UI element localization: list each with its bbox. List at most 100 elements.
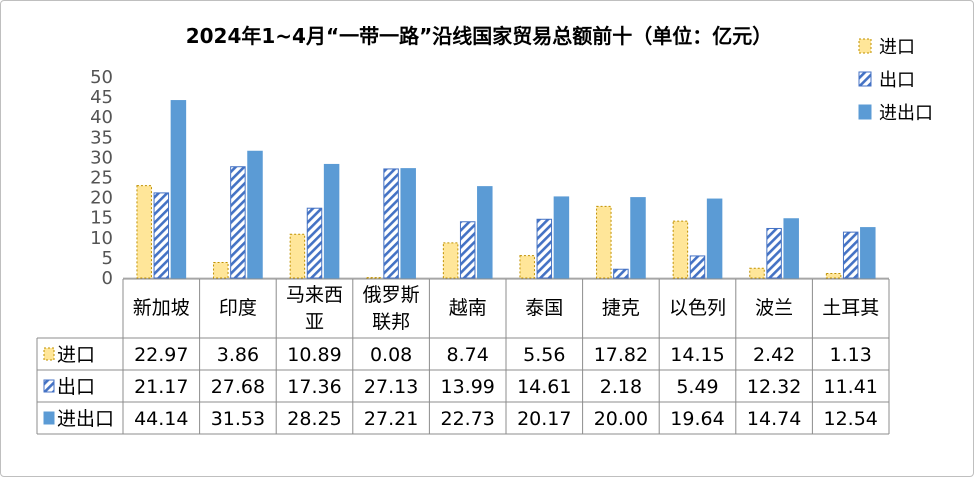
bar-3-9 xyxy=(783,218,799,279)
bar-1-3 xyxy=(289,233,306,279)
category-label: 新加坡 xyxy=(133,297,190,319)
table-value: 3.86 xyxy=(217,344,259,366)
table-value: 13.99 xyxy=(440,376,494,398)
bar-2-1 xyxy=(153,192,170,279)
table-value: 2.18 xyxy=(600,376,642,398)
y-tick-label: 0 xyxy=(102,268,113,289)
table-value: 14.61 xyxy=(517,376,571,398)
bar-1-2 xyxy=(213,261,229,279)
bar-1-6 xyxy=(519,255,535,279)
table-value: 5.56 xyxy=(523,344,565,366)
legend-key xyxy=(858,71,872,87)
table-value: 27.68 xyxy=(211,376,265,398)
table-value: 17.36 xyxy=(287,376,341,398)
table-value: 27.13 xyxy=(364,376,418,398)
y-tick-label: 50 xyxy=(90,67,113,88)
bar-1-10 xyxy=(825,272,842,279)
bar-3-8 xyxy=(706,198,723,279)
bar-2-9 xyxy=(766,227,782,279)
bar-2-8 xyxy=(689,255,706,279)
legend-key xyxy=(858,104,872,120)
row-header: 进出口 xyxy=(57,408,114,430)
table-value: 20.17 xyxy=(517,408,571,430)
bar-2-3 xyxy=(306,207,323,279)
bar-1-9 xyxy=(749,267,765,279)
table-value: 28.25 xyxy=(287,408,341,430)
table-legend-key xyxy=(43,347,55,361)
table-value: 8.74 xyxy=(447,344,489,366)
bar-3-3 xyxy=(323,163,340,279)
table-value: 1.13 xyxy=(830,344,872,366)
bar-1-8 xyxy=(672,220,689,279)
table-legend-key xyxy=(43,379,55,393)
category-label: 越南 xyxy=(449,297,487,319)
bar-2-5 xyxy=(459,221,476,279)
table-value: 14.74 xyxy=(747,408,801,430)
category-label: 亚 xyxy=(305,311,324,333)
table-value: 12.32 xyxy=(747,376,801,398)
bar-1-1 xyxy=(136,185,152,279)
bar-3-2 xyxy=(247,150,263,279)
category-label: 马来西 xyxy=(286,284,343,306)
bar-3-5 xyxy=(477,186,493,279)
bar-3-4 xyxy=(400,168,416,279)
table-value: 0.08 xyxy=(370,344,412,366)
y-tick-label: 40 xyxy=(90,107,113,128)
category-label: 印度 xyxy=(219,297,257,319)
bar-3-6 xyxy=(553,196,570,279)
bar-1-4 xyxy=(366,277,382,279)
bar-3-10 xyxy=(860,227,876,279)
bar-2-10 xyxy=(842,231,859,279)
table-value: 14.15 xyxy=(670,344,724,366)
table-value: 5.49 xyxy=(676,376,718,398)
y-tick-label: 10 xyxy=(90,228,113,249)
table-value: 19.64 xyxy=(670,408,724,430)
legend-label: 进口 xyxy=(879,37,915,58)
table-value: 44.14 xyxy=(134,408,188,430)
bar-2-6 xyxy=(536,218,553,279)
bar-3-1 xyxy=(170,100,187,279)
legend-key xyxy=(858,38,872,54)
table-legend-key xyxy=(43,411,55,425)
y-tick-label: 30 xyxy=(90,147,113,168)
category-label: 捷克 xyxy=(602,297,640,319)
category-label: 俄罗斯 xyxy=(363,284,420,306)
bar-1-5 xyxy=(442,242,459,279)
table-value: 21.17 xyxy=(134,376,188,398)
table-value: 27.21 xyxy=(364,408,418,430)
legend-label: 出口 xyxy=(879,70,915,91)
bar-2-2 xyxy=(230,166,246,279)
bar-2-7 xyxy=(613,268,629,279)
row-header: 进口 xyxy=(57,344,95,366)
category-label: 以色列 xyxy=(669,297,726,319)
y-tick-label: 25 xyxy=(90,168,113,189)
chart-title: 2024年1~4月“一带一路”沿线国家贸易总额前十（单位：亿元） xyxy=(186,24,773,48)
y-tick-label: 15 xyxy=(90,208,113,229)
row-header: 出口 xyxy=(57,376,95,398)
table-value: 2.42 xyxy=(753,344,795,366)
table-value: 22.73 xyxy=(440,408,494,430)
table-value: 22.97 xyxy=(134,344,188,366)
table-value: 11.41 xyxy=(823,376,877,398)
category-label: 联邦 xyxy=(372,311,410,333)
category-label: 波兰 xyxy=(755,297,793,319)
bar-2-4 xyxy=(383,168,399,279)
bar-3-7 xyxy=(630,197,646,279)
y-tick-label: 35 xyxy=(90,127,113,148)
y-tick-label: 45 xyxy=(90,87,113,108)
table-value: 17.82 xyxy=(594,344,648,366)
category-label: 土耳其 xyxy=(822,297,879,319)
bars xyxy=(136,100,876,279)
y-tick-label: 5 xyxy=(102,248,113,269)
legend-label: 进出口 xyxy=(879,103,933,124)
table-value: 20.00 xyxy=(594,408,648,430)
table-value: 31.53 xyxy=(211,408,265,430)
category-label: 泰国 xyxy=(525,297,563,319)
table-value: 10.89 xyxy=(287,344,341,366)
table-value: 12.54 xyxy=(823,408,877,430)
bar-1-7 xyxy=(596,205,612,279)
